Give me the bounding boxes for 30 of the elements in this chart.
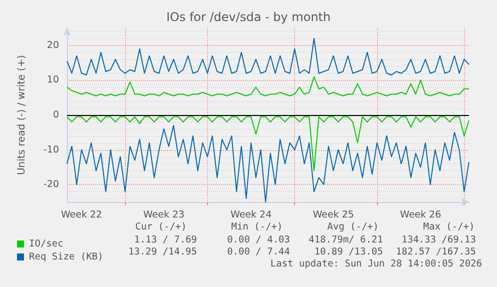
chart-title: IOs for /dev/sda - by month <box>166 10 331 24</box>
text: Avg (-/+) <box>327 222 379 232</box>
x-tick-label: Week 22 <box>60 210 102 220</box>
y-tick-label: 20 <box>46 40 59 51</box>
y-axis-title: Units read (-) / write (+) <box>16 54 28 176</box>
line-series <box>66 38 470 76</box>
y-tick-label: 10 <box>46 74 59 86</box>
text: Last update: Sun Jun 28 14:00:05 2026 <box>270 258 482 270</box>
text: 134.33 /69.13 <box>402 234 476 246</box>
text: 10.89 /13.05 <box>314 246 383 258</box>
x-tick-label: Week 24 <box>230 210 272 220</box>
text: Max (-/+) <box>423 222 475 232</box>
line-series <box>66 76 470 96</box>
y-tick-label: -20 <box>43 179 59 190</box>
text: 0.00 / 7.44 <box>227 246 290 258</box>
x-tick-label: Week 25 <box>312 210 354 220</box>
legend-label: Req Size (KB) <box>29 252 104 262</box>
legend-label: IO/sec <box>29 238 64 250</box>
text: 1.13 / 7.69 <box>134 234 198 246</box>
y-tick-label: 0 <box>52 110 59 120</box>
line-series <box>66 116 470 172</box>
x-tick-label: Week 23 <box>143 210 184 220</box>
text: 182.57 /167.35 <box>396 246 476 258</box>
text: 0.00 / 4.03 <box>227 234 290 246</box>
x-tick-label: Week 26 <box>400 210 442 220</box>
y-tick-label: -10 <box>43 144 59 156</box>
text: Cur (-/+) <box>135 222 187 232</box>
text: 13.29 /14.95 <box>128 246 197 258</box>
text: Min (-/+) <box>231 222 283 232</box>
text: 418.79m/ 6.21 <box>308 234 384 246</box>
